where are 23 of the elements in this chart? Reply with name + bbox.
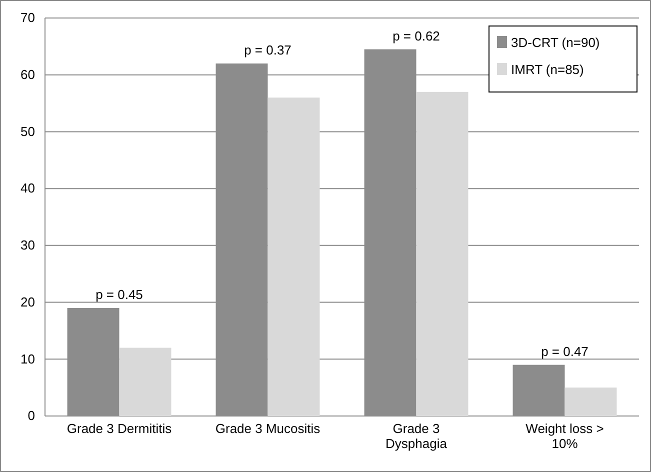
legend-label: IMRT (n=85) xyxy=(511,62,584,77)
y-tick-label: 0 xyxy=(28,408,35,424)
bar xyxy=(119,348,172,416)
y-tick-label: 60 xyxy=(20,67,35,82)
annotation: p = 0.45 xyxy=(96,286,143,302)
x-tick-label: Weight loss > 10% xyxy=(526,421,604,452)
legend-label: 3D-CRT (n=90) xyxy=(511,35,600,50)
y-tick-label: 70 xyxy=(20,10,35,26)
y-tick-label: 10 xyxy=(20,351,35,366)
y-tick-label: 20 xyxy=(20,294,35,310)
x-tick-label: Grade 3 Dysphagia xyxy=(386,421,448,452)
y-tick-label: 40 xyxy=(20,180,35,196)
annotation: p = 0.37 xyxy=(244,42,292,58)
bar xyxy=(564,388,617,416)
bar xyxy=(268,98,320,416)
bar xyxy=(416,92,468,416)
x-tick-label: Grade 3 Dermititis xyxy=(66,421,172,436)
annotation: p = 0.47 xyxy=(541,344,588,359)
bar xyxy=(512,364,565,416)
annotation: p = 0.62 xyxy=(392,28,440,44)
x-tick-label: Grade 3 Mucositis xyxy=(215,421,321,436)
y-tick-label: 30 xyxy=(20,238,35,253)
y-tick-label: 50 xyxy=(20,124,35,139)
